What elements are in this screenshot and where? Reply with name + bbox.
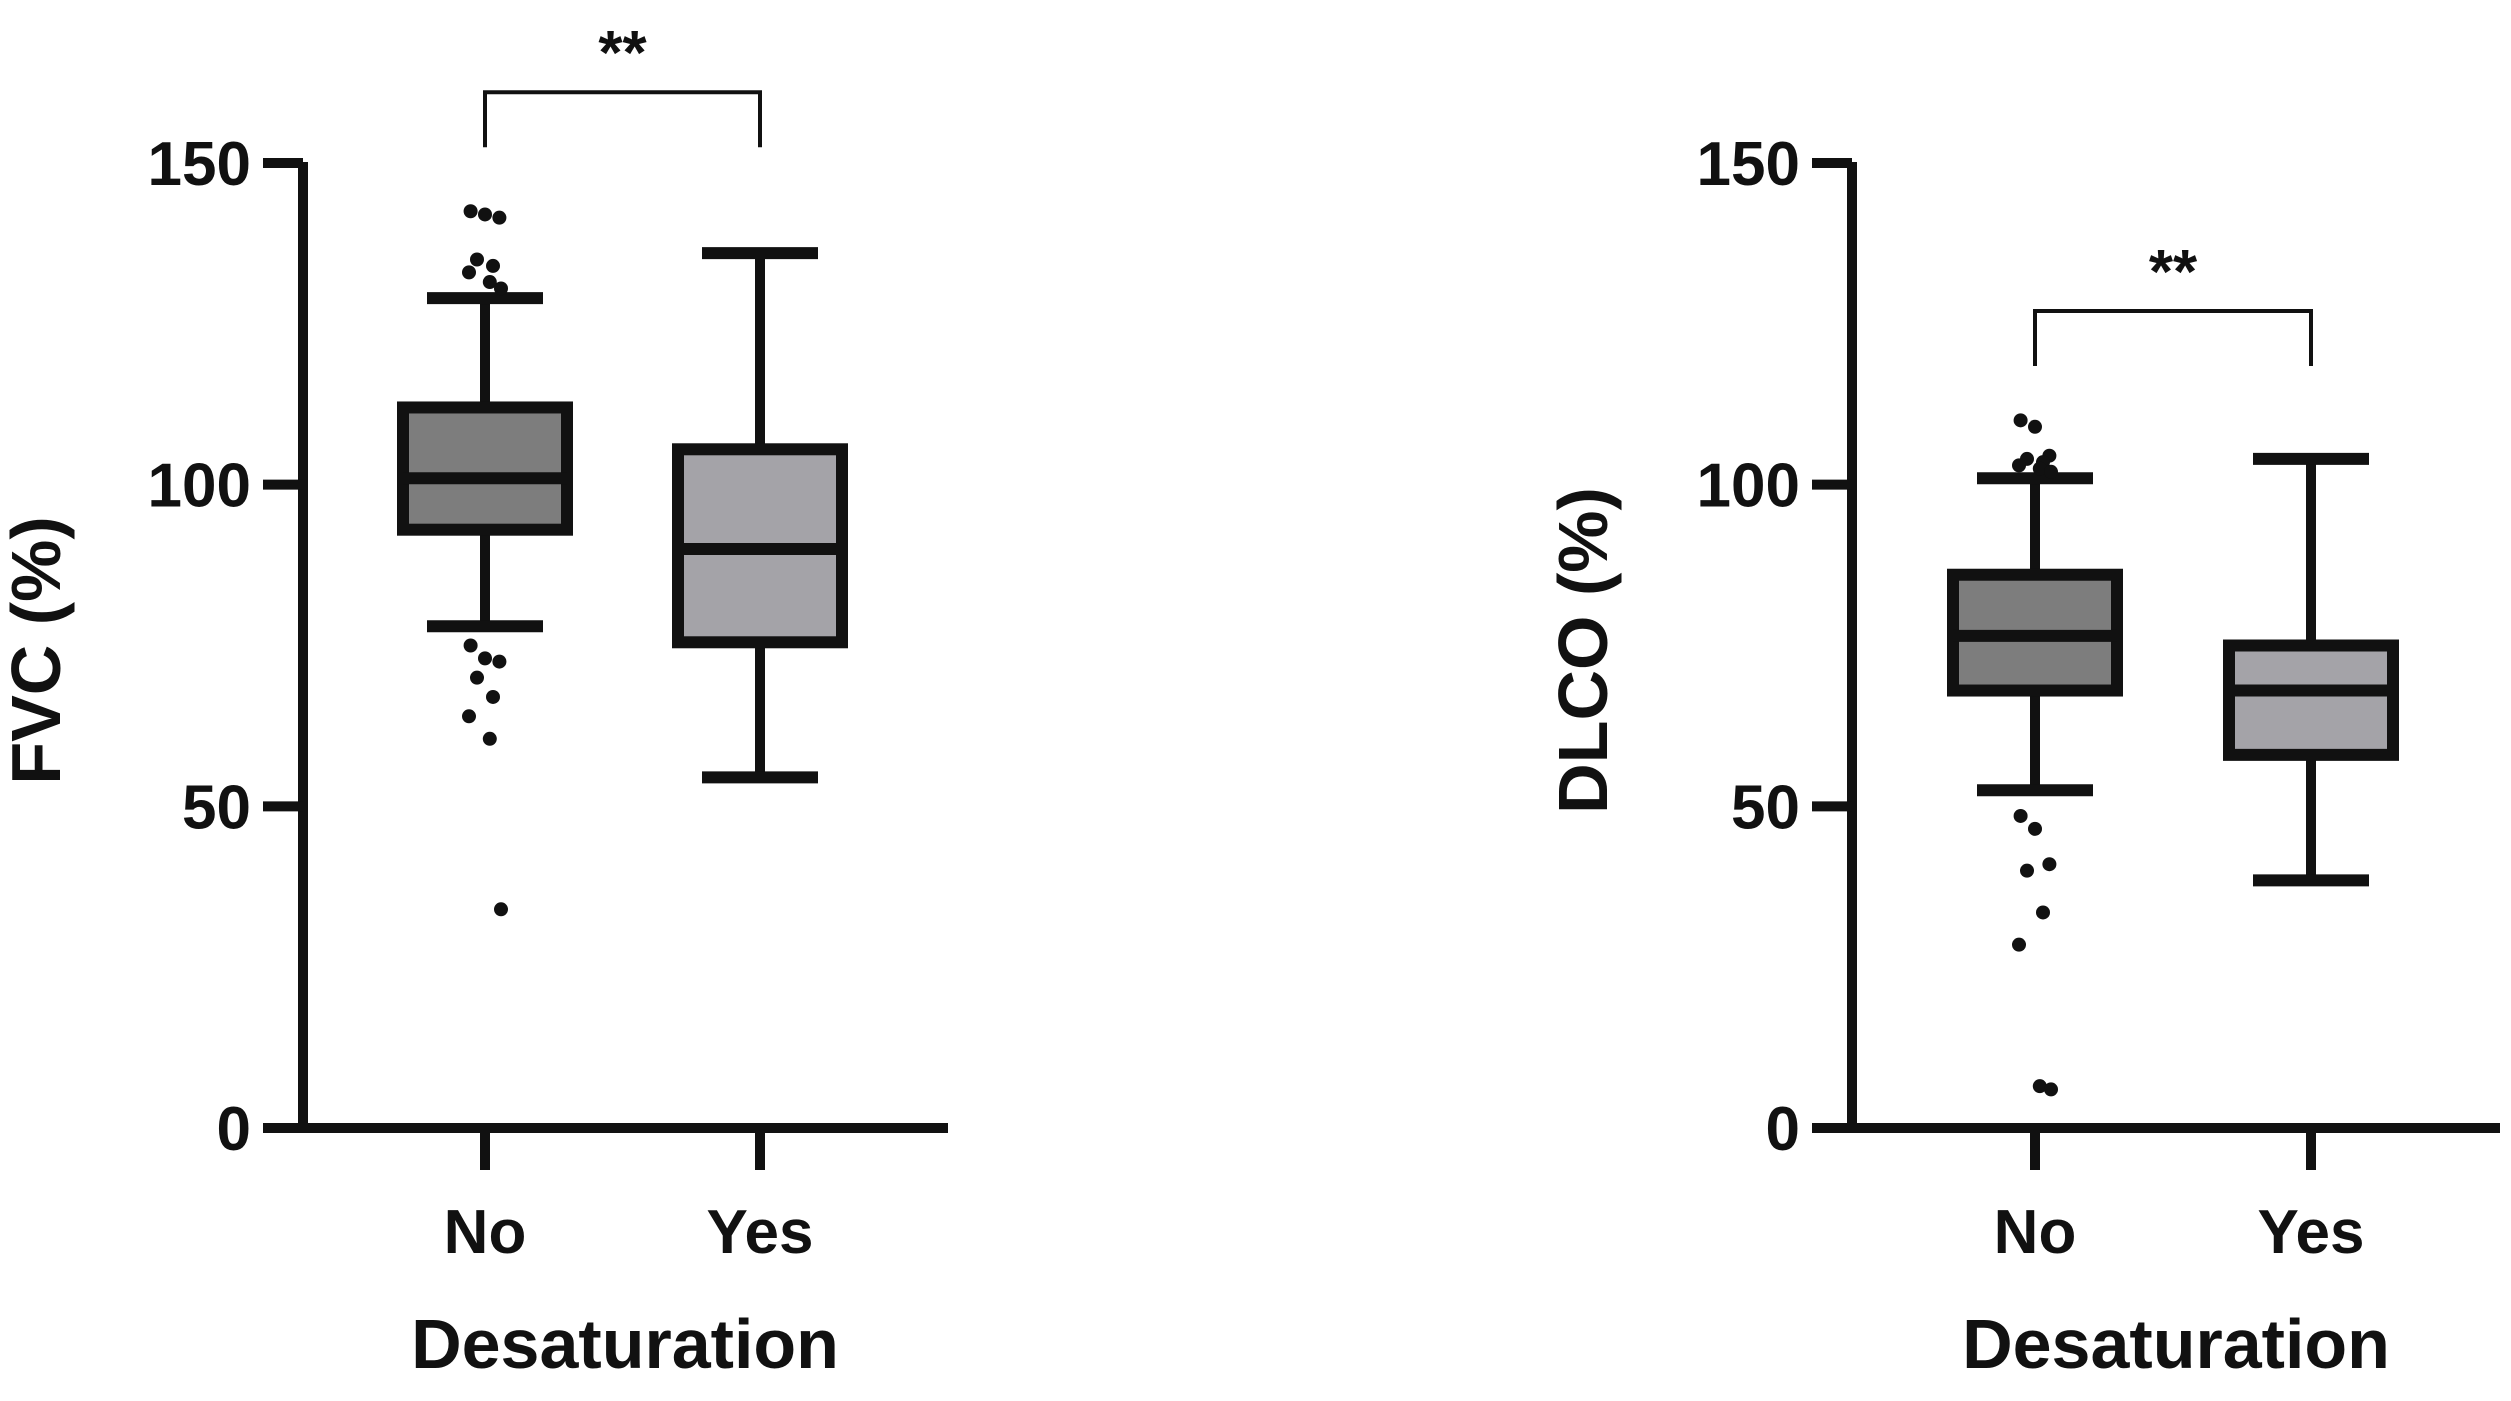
outlier-point	[2044, 1082, 2058, 1097]
y-tick-label: 150	[148, 130, 251, 199]
y-tick-label: 0	[1766, 1095, 1800, 1164]
outlier-point	[494, 281, 508, 296]
box-no	[397, 204, 573, 917]
x-axis-title: Desaturation	[411, 1305, 839, 1383]
outlier-point	[492, 210, 507, 225]
outlier-point	[486, 258, 500, 273]
outlier-point	[2042, 857, 2057, 872]
y-tick-label: 100	[148, 452, 251, 521]
outlier-point	[2012, 937, 2026, 952]
chart-panel-1: 0 50 100 150 No Yes FVC (%) Desaturation **	[0, 19, 948, 1383]
outlier-point	[494, 902, 508, 917]
y-axis-title: DLCO (%)	[1544, 487, 1622, 814]
outlier-point	[2028, 419, 2042, 434]
iqr-box	[397, 401, 573, 536]
y-tick-label: 50	[182, 773, 251, 842]
box-yes	[672, 247, 848, 784]
outlier-point	[2013, 413, 2028, 428]
outlier-point	[470, 670, 484, 685]
y-tick-label: 150	[1697, 130, 1800, 199]
outlier-point	[462, 265, 476, 280]
significance-bracket	[483, 90, 762, 148]
outlier-point	[470, 252, 484, 267]
x-tick-label: Yes	[707, 1198, 814, 1267]
outlier-point	[2044, 464, 2058, 479]
y-tick-label: 100	[1697, 452, 1800, 521]
outlier-point	[2028, 821, 2042, 836]
outlier-point	[462, 709, 476, 724]
y-axis-title: FVC (%)	[0, 516, 75, 784]
significance-label: **	[598, 19, 647, 88]
outlier-point	[2032, 1079, 2047, 1094]
x-tick-label: No	[1994, 1198, 2077, 1267]
box-yes	[2223, 452, 2399, 887]
outlier-point	[2013, 808, 2028, 823]
outlier-point	[2012, 458, 2026, 473]
outlier-point	[2036, 905, 2050, 920]
outlier-point	[482, 275, 497, 290]
x-tick-label: No	[444, 1198, 527, 1267]
significance-label: **	[2149, 238, 2198, 307]
outlier-point	[486, 689, 500, 704]
outlier-point	[482, 731, 497, 746]
outlier-point	[478, 207, 492, 222]
x-tick-label: Yes	[2258, 1198, 2365, 1267]
outlier-point	[463, 638, 478, 653]
y-tick-label: 50	[1731, 773, 1800, 842]
outlier-point	[478, 651, 492, 666]
outlier-point	[2032, 461, 2047, 476]
iqr-box	[2223, 639, 2399, 761]
outlier-point	[492, 654, 507, 669]
box-no	[1947, 413, 2123, 1097]
outlier-point	[463, 204, 478, 219]
chart-panel-2: 0 50 100 150 No Yes DLCO (%) Desaturation **	[1544, 130, 2500, 1383]
x-axis-title: Desaturation	[1962, 1305, 2390, 1383]
significance-bracket	[2033, 308, 2313, 366]
y-tick-label: 0	[217, 1095, 251, 1164]
outlier-point	[2020, 863, 2034, 878]
